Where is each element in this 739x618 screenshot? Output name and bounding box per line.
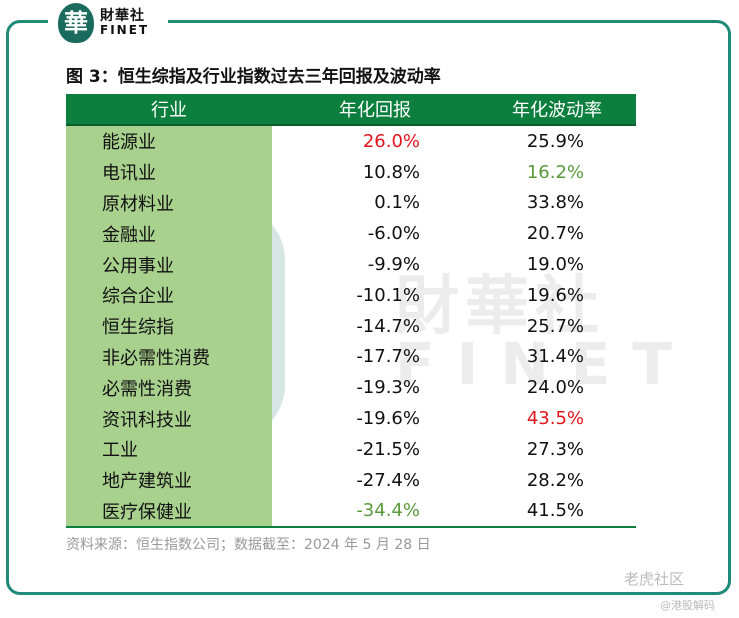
platform-watermark: 老虎社区 <box>624 570 685 588</box>
cell-volatility: 43.5% <box>526 408 584 430</box>
table-row: 金融业 -6.0% 20.7% <box>66 218 636 250</box>
table-row: 医疗保健业 -34.4% 41.5% <box>66 495 636 529</box>
table-row: 电讯业 10.8% 16.2% <box>66 156 636 188</box>
table-row: 工业 -21.5% 27.3% <box>66 433 636 465</box>
cell-volatility: 33.8% <box>526 192 584 214</box>
table-row: 地产建筑业 -27.4% 28.2% <box>66 464 636 496</box>
header-volatility: 年化波动率 <box>478 94 636 126</box>
cell-return: -14.7% <box>356 315 420 337</box>
cell-volatility: 31.4% <box>526 346 584 368</box>
cell-industry: 公用事业 <box>66 249 272 280</box>
cell-return: -19.3% <box>356 377 420 399</box>
cell-return: 0.1% <box>374 192 420 214</box>
cell-volatility: 19.0% <box>526 254 584 276</box>
cell-return: -9.9% <box>367 254 420 276</box>
cell-return: -17.7% <box>356 346 420 368</box>
watermark-text-cn: 財華社 <box>395 270 605 344</box>
cell-industry: 原材料业 <box>66 187 272 219</box>
cell-industry: 工业 <box>66 433 272 465</box>
cell-return: -10.1% <box>356 284 420 306</box>
cell-volatility: 28.2% <box>526 469 584 491</box>
brand-name-cn: 財華社 <box>100 8 145 25</box>
cell-industry: 综合企业 <box>66 279 272 311</box>
handle-watermark: @港股解码 <box>660 599 715 612</box>
cell-industry: 非必需性消费 <box>66 341 272 373</box>
cell-return: -19.6% <box>356 408 420 430</box>
table-row: 恒生综指 -14.7% 25.7% <box>66 310 636 342</box>
cell-volatility: 41.5% <box>478 495 636 529</box>
brand-name-en: FINET <box>100 23 150 38</box>
cell-return: -27.4% <box>356 469 420 491</box>
cell-industry: 地产建筑业 <box>66 464 272 496</box>
table-header-row: 行业 年化回报 年化波动率 <box>66 94 636 126</box>
brand-text: 財華社 FINET <box>100 9 149 36</box>
cell-industry: 恒生综指 <box>66 310 272 342</box>
table-row: 综合企业 -10.1% 19.6% <box>66 279 636 311</box>
cell-volatility: 25.7% <box>526 315 584 337</box>
table-row: 资讯科技业 -19.6% 43.5% <box>66 403 636 434</box>
table-row: 原材料业 0.1% 33.8% <box>66 187 636 219</box>
cell-return: 10.8% <box>362 161 420 183</box>
cell-return: -21.5% <box>356 438 420 460</box>
cell-industry: 必需性消费 <box>66 372 272 404</box>
table-row: 公用事业 -9.9% 19.0% <box>66 249 636 280</box>
cell-industry: 电讯业 <box>66 156 272 188</box>
header-industry: 行业 <box>66 94 272 126</box>
data-table: 行业 年化回报 年化波动率 能源业 26.0% 25.9% 电讯业 10.8% 16.2%… <box>66 94 636 529</box>
cell-industry: 能源业 <box>66 125 272 157</box>
brand-logo: 華 財華社 FINET <box>48 0 168 46</box>
cell-volatility: 27.3% <box>526 438 584 460</box>
table-row: 能源业 26.0% 25.9% <box>66 125 636 157</box>
source-note: 资料来源：恒生指数公司；数据截至：2024 年 5 月 28 日 <box>66 537 431 553</box>
cell-volatility: 25.9% <box>526 130 584 152</box>
watermark-text-en: FINET <box>395 330 694 398</box>
brand-seal: 華 <box>58 3 94 43</box>
table-row: 必需性消费 -19.3% 24.0% <box>66 372 636 404</box>
cell-volatility: 20.7% <box>526 223 584 245</box>
cell-industry: 资讯科技业 <box>66 403 272 434</box>
cell-volatility: 16.2% <box>526 161 584 183</box>
header-return: 年化回报 <box>272 94 478 126</box>
cell-return: -34.4% <box>272 495 478 529</box>
cell-volatility: 19.6% <box>526 284 584 306</box>
brand-seal-char: 華 <box>64 8 88 37</box>
cell-return: -6.0% <box>367 223 420 245</box>
cell-return: 26.0% <box>362 130 420 152</box>
table-row: 非必需性消费 -17.7% 31.4% <box>66 341 636 373</box>
cell-industry: 医疗保健业 <box>66 495 272 529</box>
cell-volatility: 24.0% <box>526 377 584 399</box>
figure-title: 图 3：恒生综指及行业指数过去三年回报及波动率 <box>66 67 441 87</box>
cell-industry: 金融业 <box>66 218 272 250</box>
